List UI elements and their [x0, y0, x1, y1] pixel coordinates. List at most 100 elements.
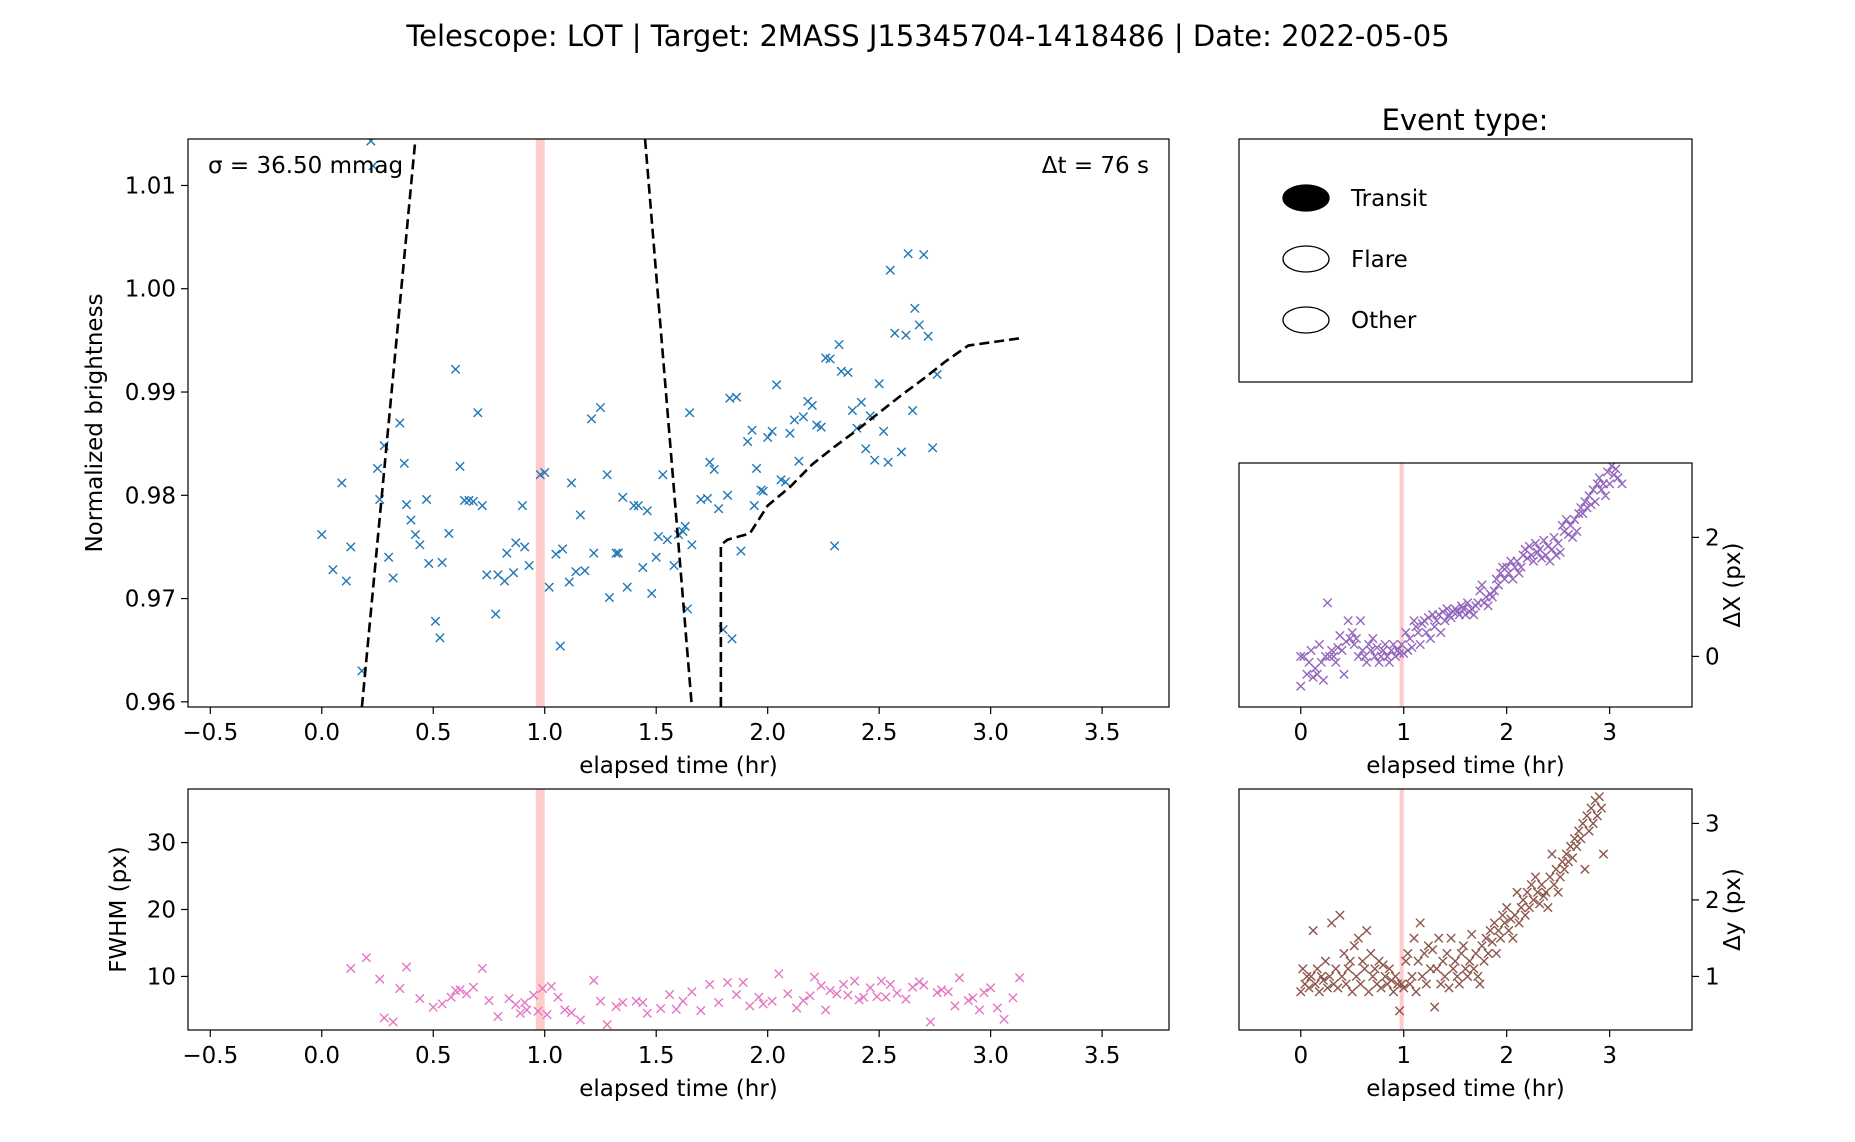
data-point [1326, 645, 1337, 656]
data-point [680, 521, 690, 531]
data-point [1405, 979, 1415, 989]
event-type-option-other[interactable]: Other [1282, 306, 1417, 334]
data-point [1491, 574, 1502, 584]
data-point [553, 992, 563, 1002]
data-point [878, 426, 889, 436]
data-point [1497, 910, 1508, 920]
data-point [1526, 550, 1537, 560]
axes-frame [187, 788, 1170, 1031]
data-point [1318, 675, 1329, 685]
data-point [477, 963, 487, 974]
data-point [1469, 610, 1479, 620]
data-point [1442, 604, 1452, 614]
data-point [1491, 948, 1502, 959]
data-point [1014, 973, 1025, 983]
data-points [346, 953, 1025, 1030]
data-point [1489, 586, 1500, 596]
data-point [671, 1004, 681, 1014]
data-point [1462, 598, 1473, 608]
data-point [421, 494, 432, 505]
data-point [473, 407, 483, 418]
event-type-option-flare[interactable]: Flare [1282, 245, 1408, 273]
data-point [1516, 902, 1526, 913]
data-point [805, 991, 815, 1001]
data-point [1384, 964, 1395, 974]
data-point [1431, 964, 1442, 974]
data-point [1322, 598, 1333, 608]
data-point [885, 979, 896, 990]
data-point [424, 558, 434, 569]
data-point [713, 504, 724, 514]
data-point [575, 510, 586, 520]
data-point [372, 463, 383, 474]
x-axis-label: elapsed time (hr) [1366, 1076, 1565, 1102]
data-point [368, 161, 378, 171]
data-point [1394, 648, 1405, 659]
data-point [1337, 971, 1347, 982]
data-point [522, 1005, 532, 1015]
data-point [829, 541, 840, 551]
data-point [655, 1003, 666, 1014]
data-point [1530, 872, 1541, 882]
data-point [1335, 910, 1345, 920]
x-tick-label: 2.0 [749, 720, 786, 746]
data-point [1485, 925, 1495, 936]
data-point [794, 456, 804, 466]
data-point [1302, 971, 1312, 982]
data-point [1458, 941, 1469, 951]
data-point [555, 641, 566, 651]
data-point [406, 515, 416, 525]
data-point [1534, 899, 1545, 909]
data-point [789, 415, 800, 425]
data-point [1553, 538, 1563, 549]
radio-icon[interactable] [1282, 184, 1330, 212]
data-point [678, 996, 688, 1006]
y-tick-label: 0.99 [125, 380, 176, 406]
data-point [1549, 532, 1559, 543]
data-point [1555, 547, 1565, 557]
data-point [843, 367, 853, 378]
data-point [468, 982, 479, 992]
data-point [611, 548, 621, 558]
data-point [586, 414, 597, 424]
y-tick-label: 1.00 [125, 277, 176, 303]
event-type-option-transit[interactable]: Transit [1282, 184, 1427, 212]
data-point [1530, 538, 1541, 549]
data-point [1438, 607, 1448, 617]
data-point [865, 983, 875, 993]
data-point [444, 528, 454, 539]
x-tick-label: 1.0 [526, 720, 563, 746]
radio-icon[interactable] [1282, 245, 1330, 273]
data-point [1306, 971, 1316, 982]
data-point [687, 987, 697, 997]
data-point [564, 577, 574, 587]
x-tick-label: 0 [1293, 1043, 1308, 1069]
data-point [1378, 960, 1388, 970]
data-point [705, 457, 715, 467]
data-point [1578, 818, 1588, 829]
data-point [1431, 616, 1442, 626]
radio-icon[interactable] [1282, 306, 1330, 334]
data-point [1357, 956, 1368, 966]
data-point [1578, 508, 1588, 519]
data-point [1571, 841, 1582, 852]
data-point [395, 418, 405, 428]
y-tick-label: 20 [147, 898, 176, 924]
x-tick-label: 3.0 [972, 720, 1009, 746]
data-point [1376, 983, 1386, 993]
data-point [1440, 971, 1450, 982]
data-point [455, 985, 465, 995]
data-point [1471, 948, 1481, 959]
data-point [361, 953, 372, 963]
data-point [1326, 918, 1337, 928]
data-points [1296, 791, 1609, 1016]
data-point [1339, 948, 1349, 959]
data-point [1368, 971, 1378, 982]
data-point [954, 973, 965, 983]
data-point [1549, 879, 1559, 890]
data-point [1314, 987, 1324, 997]
x-axis-label: elapsed time (hr) [579, 1076, 778, 1102]
y-axis-label: FWHM (px) [106, 846, 132, 973]
data-point [1582, 502, 1592, 513]
x-tick-label: 0 [1293, 720, 1308, 746]
